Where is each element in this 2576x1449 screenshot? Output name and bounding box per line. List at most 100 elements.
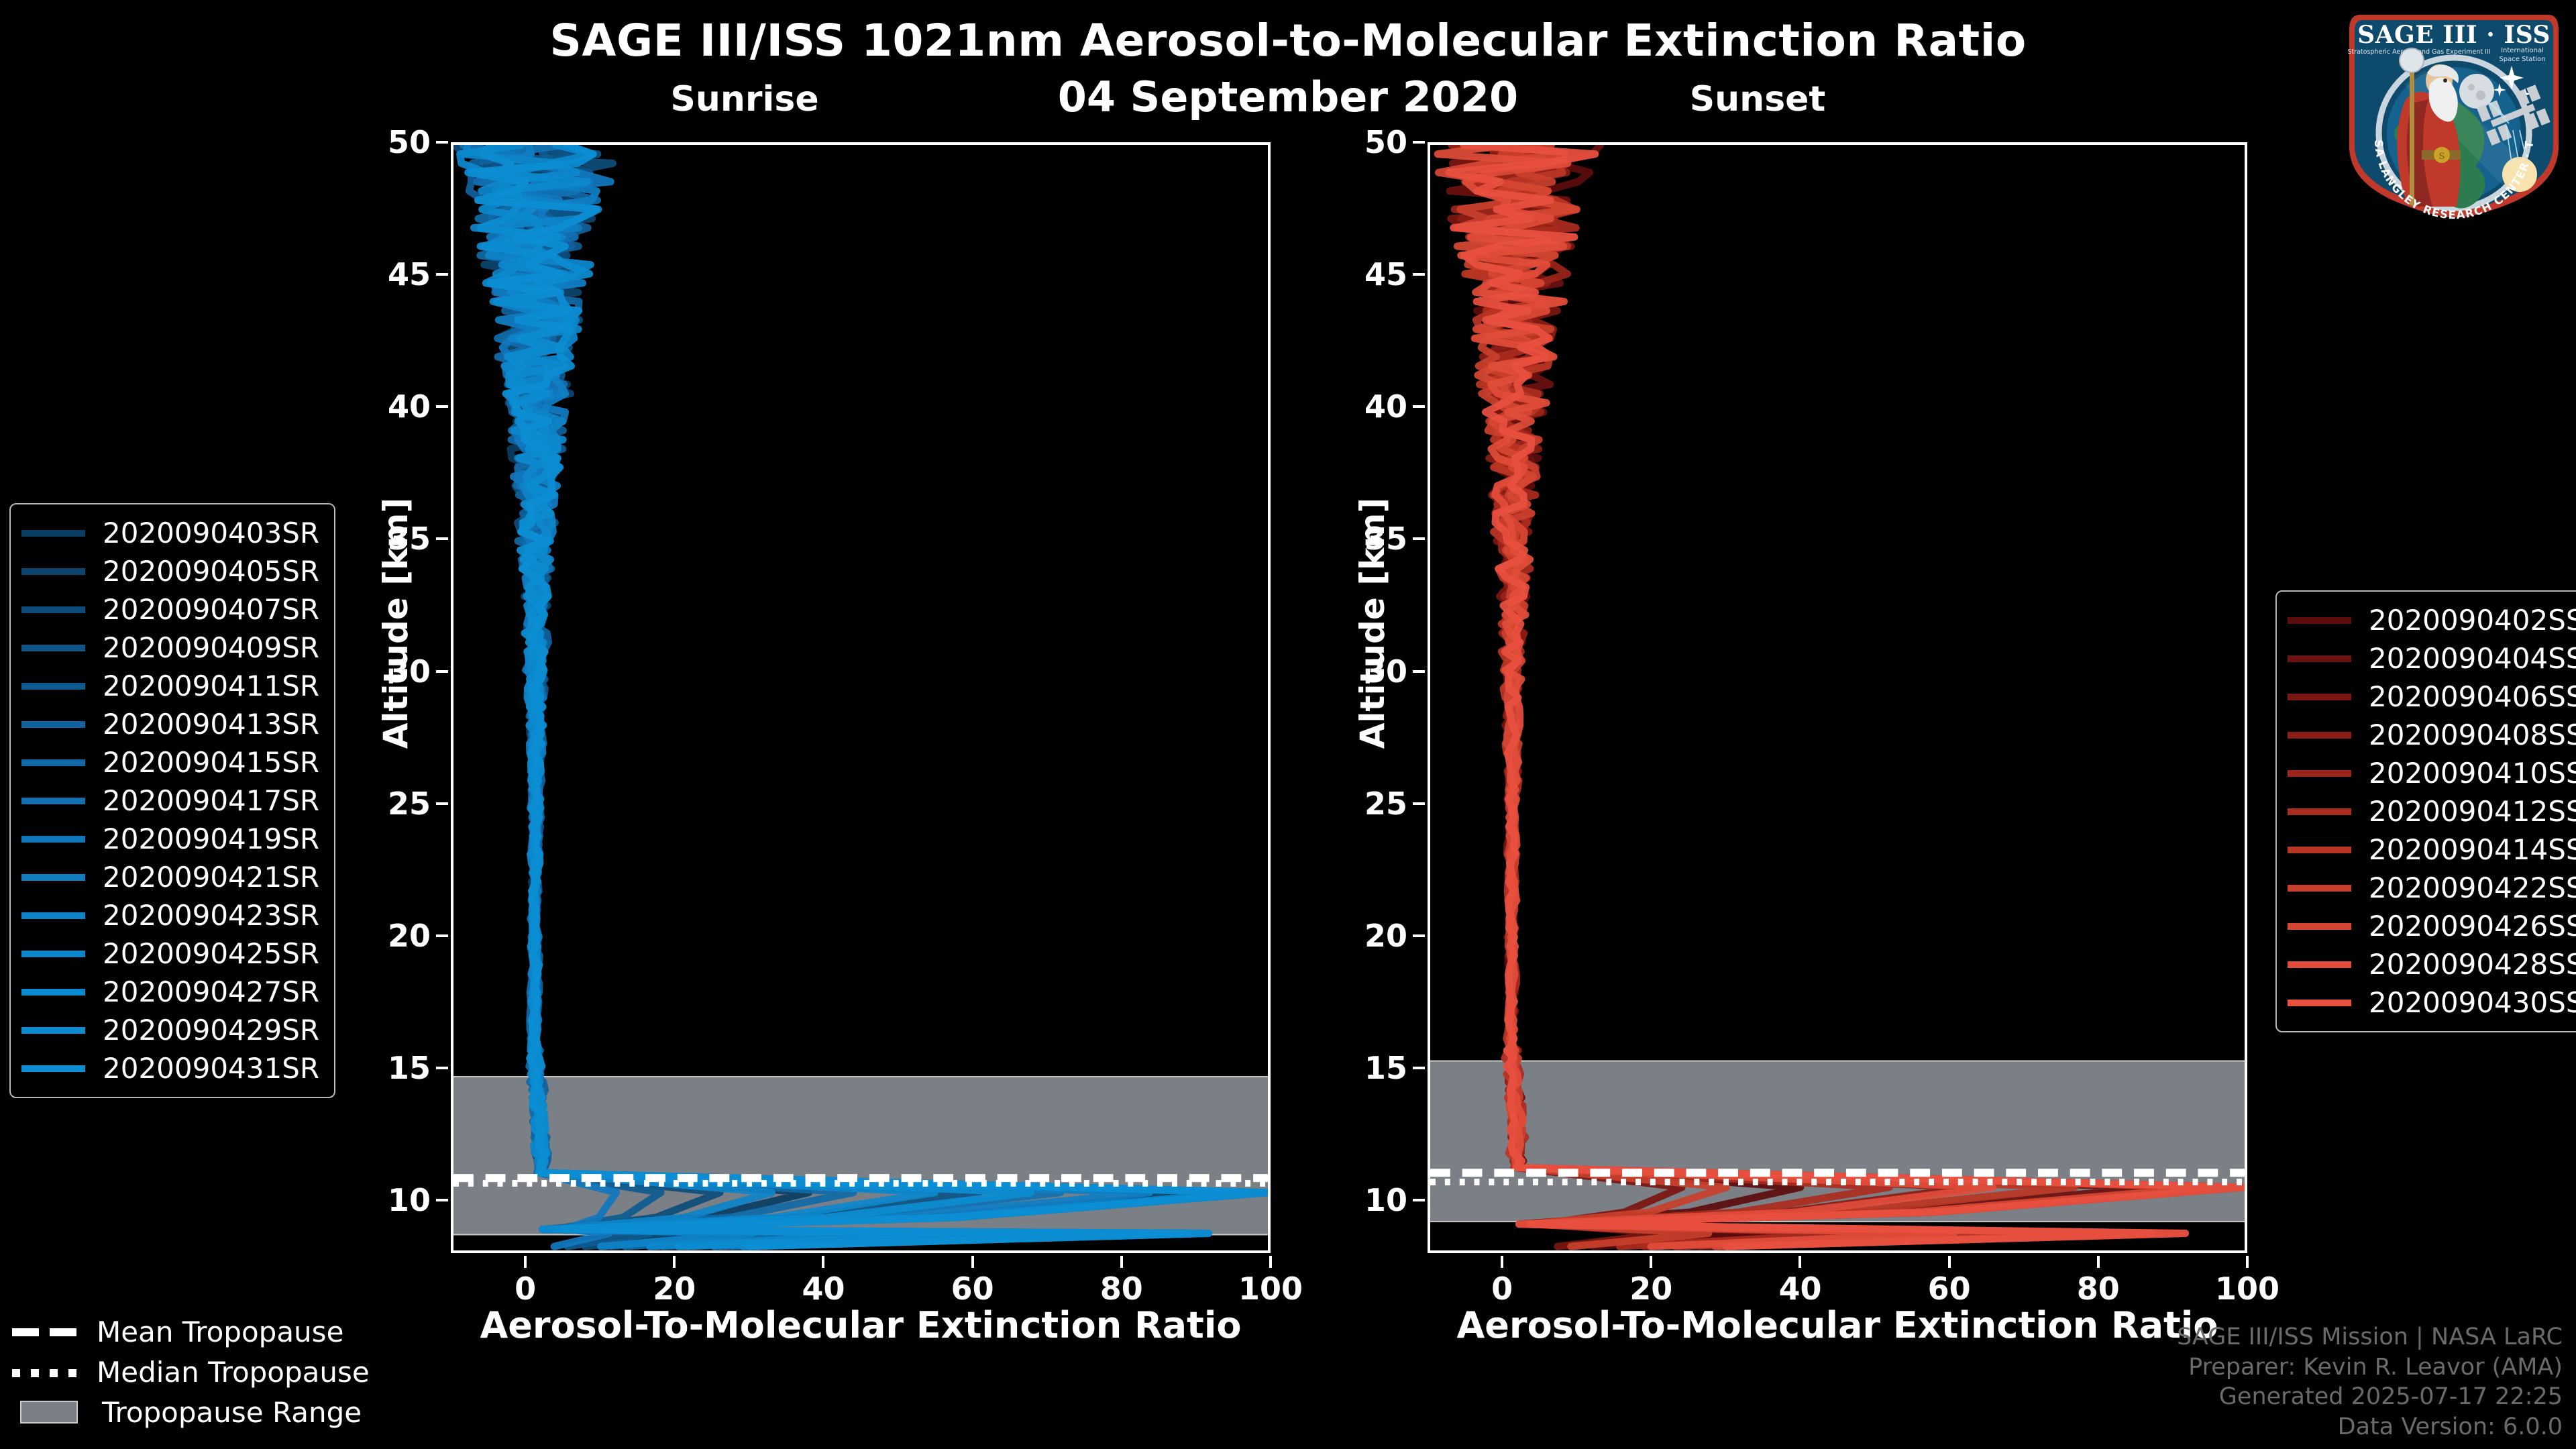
legend-item[interactable]: 2020090430SS	[2288, 983, 2576, 1022]
y-axis-tick-label: 50	[1364, 124, 1407, 160]
x-axis-tick-mark	[524, 1256, 527, 1268]
legend-item[interactable]: 2020090414SS	[2288, 830, 2576, 869]
legend-item[interactable]: 2020090415SR	[21, 743, 319, 782]
y-axis-tick-mark	[436, 273, 448, 276]
x-axis-tick-label: 80	[1099, 1271, 1143, 1307]
legend-color-swatch	[2288, 769, 2351, 777]
legend-color-swatch	[21, 912, 85, 919]
legend-item-label: 2020090428SS	[2369, 948, 2576, 981]
legend-item[interactable]: 2020090411SR	[21, 667, 319, 705]
x-axis-tick-mark	[1947, 1256, 1951, 1268]
legend-color-swatch	[21, 606, 85, 613]
legend-item[interactable]: 2020090413SR	[21, 705, 319, 743]
x-axis-tick-mark	[2096, 1256, 2100, 1268]
y-axis-tick-label: 15	[387, 1050, 431, 1086]
sunset-plot-panel	[1428, 142, 2247, 1253]
legend-color-swatch	[21, 835, 85, 843]
legend-color-swatch	[21, 682, 85, 690]
legend-item-mean-tropopause: Mean Tropopause	[12, 1311, 370, 1352]
y-axis-tick-label: 15	[1364, 1050, 1407, 1086]
legend-item-label: 2020090405SR	[103, 555, 320, 588]
logo-subtitle-right-1: International	[2501, 47, 2544, 54]
legend-item[interactable]: 2020090427SR	[21, 973, 319, 1011]
x-axis-tick-mark	[971, 1256, 974, 1268]
sunset-plot-area	[1430, 145, 2245, 1250]
x-axis-tick-label: 100	[2214, 1271, 2280, 1307]
legend-item[interactable]: 2020090429SR	[21, 1011, 319, 1049]
median-tropopause-label: Median Tropopause	[97, 1355, 370, 1389]
legend-item[interactable]: 2020090409SR	[21, 629, 319, 667]
y-axis-tick-label: 25	[1364, 785, 1407, 822]
legend-item-label: 2020090415SR	[103, 746, 320, 779]
legend-item[interactable]: 2020090421SR	[21, 858, 319, 896]
legend-item[interactable]: 2020090404SS	[2288, 639, 2576, 678]
y-axis-tick-mark	[436, 934, 448, 937]
legend-color-swatch	[2288, 999, 2351, 1006]
data-trace	[464, 145, 1268, 1250]
legend-item-label: 2020090414SS	[2369, 833, 2576, 866]
y-axis-tick-label: 20	[387, 917, 431, 954]
y-axis-tick-label: 45	[1364, 256, 1407, 293]
y-axis-tick-mark	[436, 669, 448, 673]
legend-color-swatch	[21, 797, 85, 804]
mission-patch-icon: S SAGE III · ISS Stratospheric Aerosol a…	[2334, 0, 2559, 221]
sunrise-y-axis-label: Altitude [km]	[376, 497, 415, 749]
sunset-legend: 2020090402SS 2020090404SS 2020090406SS 2020…	[2275, 590, 2576, 1032]
mean-tropopause-label: Mean Tropopause	[97, 1315, 344, 1348]
legend-item-label: 2020090407SR	[103, 593, 320, 626]
legend-item[interactable]: 2020090426SS	[2288, 907, 2576, 945]
x-axis-tick-label: 60	[1927, 1271, 1971, 1307]
legend-color-swatch	[21, 759, 85, 766]
y-axis-tick-mark	[1413, 405, 1425, 409]
legend-item[interactable]: 2020090423SR	[21, 896, 319, 934]
sunrise-legend: 2020090403SR 2020090405SR 2020090407SR 2020…	[9, 503, 336, 1098]
y-axis-tick-label: 45	[387, 256, 431, 293]
legend-item-label: 2020090411SR	[103, 669, 320, 702]
legend-color-swatch	[21, 988, 85, 996]
legend-item[interactable]: 2020090407SR	[21, 590, 319, 629]
y-axis-tick-label: 35	[1364, 521, 1407, 557]
legend-item[interactable]: 2020090428SS	[2288, 945, 2576, 983]
x-axis-tick-label: 60	[951, 1271, 994, 1307]
legend-item[interactable]: 2020090405SR	[21, 552, 319, 590]
legend-item-label: 2020090430SS	[2369, 986, 2576, 1019]
legend-item[interactable]: 2020090419SR	[21, 820, 319, 858]
legend-color-swatch	[2288, 731, 2351, 739]
y-axis-tick-label: 30	[387, 653, 431, 690]
legend-item-label: 2020090422SS	[2369, 871, 2576, 904]
y-axis-tick-mark	[436, 405, 448, 409]
legend-item[interactable]: 2020090422SS	[2288, 869, 2576, 907]
legend-item[interactable]: 2020090402SS	[2288, 601, 2576, 639]
y-axis-tick-label: 35	[387, 521, 431, 557]
sage-iii-iss-mission-patch-logo: S SAGE III · ISS Stratospheric Aerosol a…	[2334, 0, 2568, 221]
legend-item-median-tropopause: Median Tropopause	[12, 1352, 370, 1392]
y-axis-tick-mark	[1413, 1067, 1425, 1069]
x-axis-tick-label: 40	[1778, 1271, 1822, 1307]
sunrise-x-axis-label: Aerosol-To-Molecular Extinction Ratio	[480, 1304, 1242, 1346]
legend-item[interactable]: 2020090431SR	[21, 1049, 319, 1087]
credits-line-preparer: Preparer: Kevin R. Leavor (AMA)	[2188, 1353, 2563, 1381]
legend-item[interactable]: 2020090417SR	[21, 782, 319, 820]
y-axis-tick-label: 30	[1364, 653, 1407, 690]
x-axis-tick-mark	[1120, 1256, 1123, 1268]
legend-color-swatch	[2288, 616, 2351, 624]
y-axis-tick-mark	[436, 537, 448, 541]
page-title: SAGE III/ISS 1021nm Aerosol-to-Molecular…	[549, 15, 2027, 66]
x-axis-tick-label: 100	[1238, 1271, 1303, 1307]
legend-item[interactable]: 2020090408SS	[2288, 716, 2576, 754]
legend-item[interactable]: 2020090403SR	[21, 514, 319, 552]
sunset-panel-title: Sunset	[1689, 79, 1826, 119]
legend-color-swatch	[2288, 693, 2351, 700]
legend-color-swatch	[2288, 922, 2351, 930]
legend-item[interactable]: 2020090410SS	[2288, 754, 2576, 792]
x-axis-tick-label: 40	[802, 1271, 845, 1307]
sunrise-axes	[451, 142, 1271, 1253]
credits-line-mission: SAGE III/ISS Mission | NASA LaRC	[2177, 1323, 2563, 1350]
legend-item[interactable]: 2020090406SS	[2288, 678, 2576, 716]
legend-color-swatch	[2288, 808, 2351, 815]
legend-color-swatch	[2288, 884, 2351, 892]
y-axis-tick-mark	[436, 1067, 448, 1069]
legend-item[interactable]: 2020090412SS	[2288, 792, 2576, 830]
legend-color-swatch	[21, 529, 85, 537]
legend-item[interactable]: 2020090425SR	[21, 934, 319, 973]
